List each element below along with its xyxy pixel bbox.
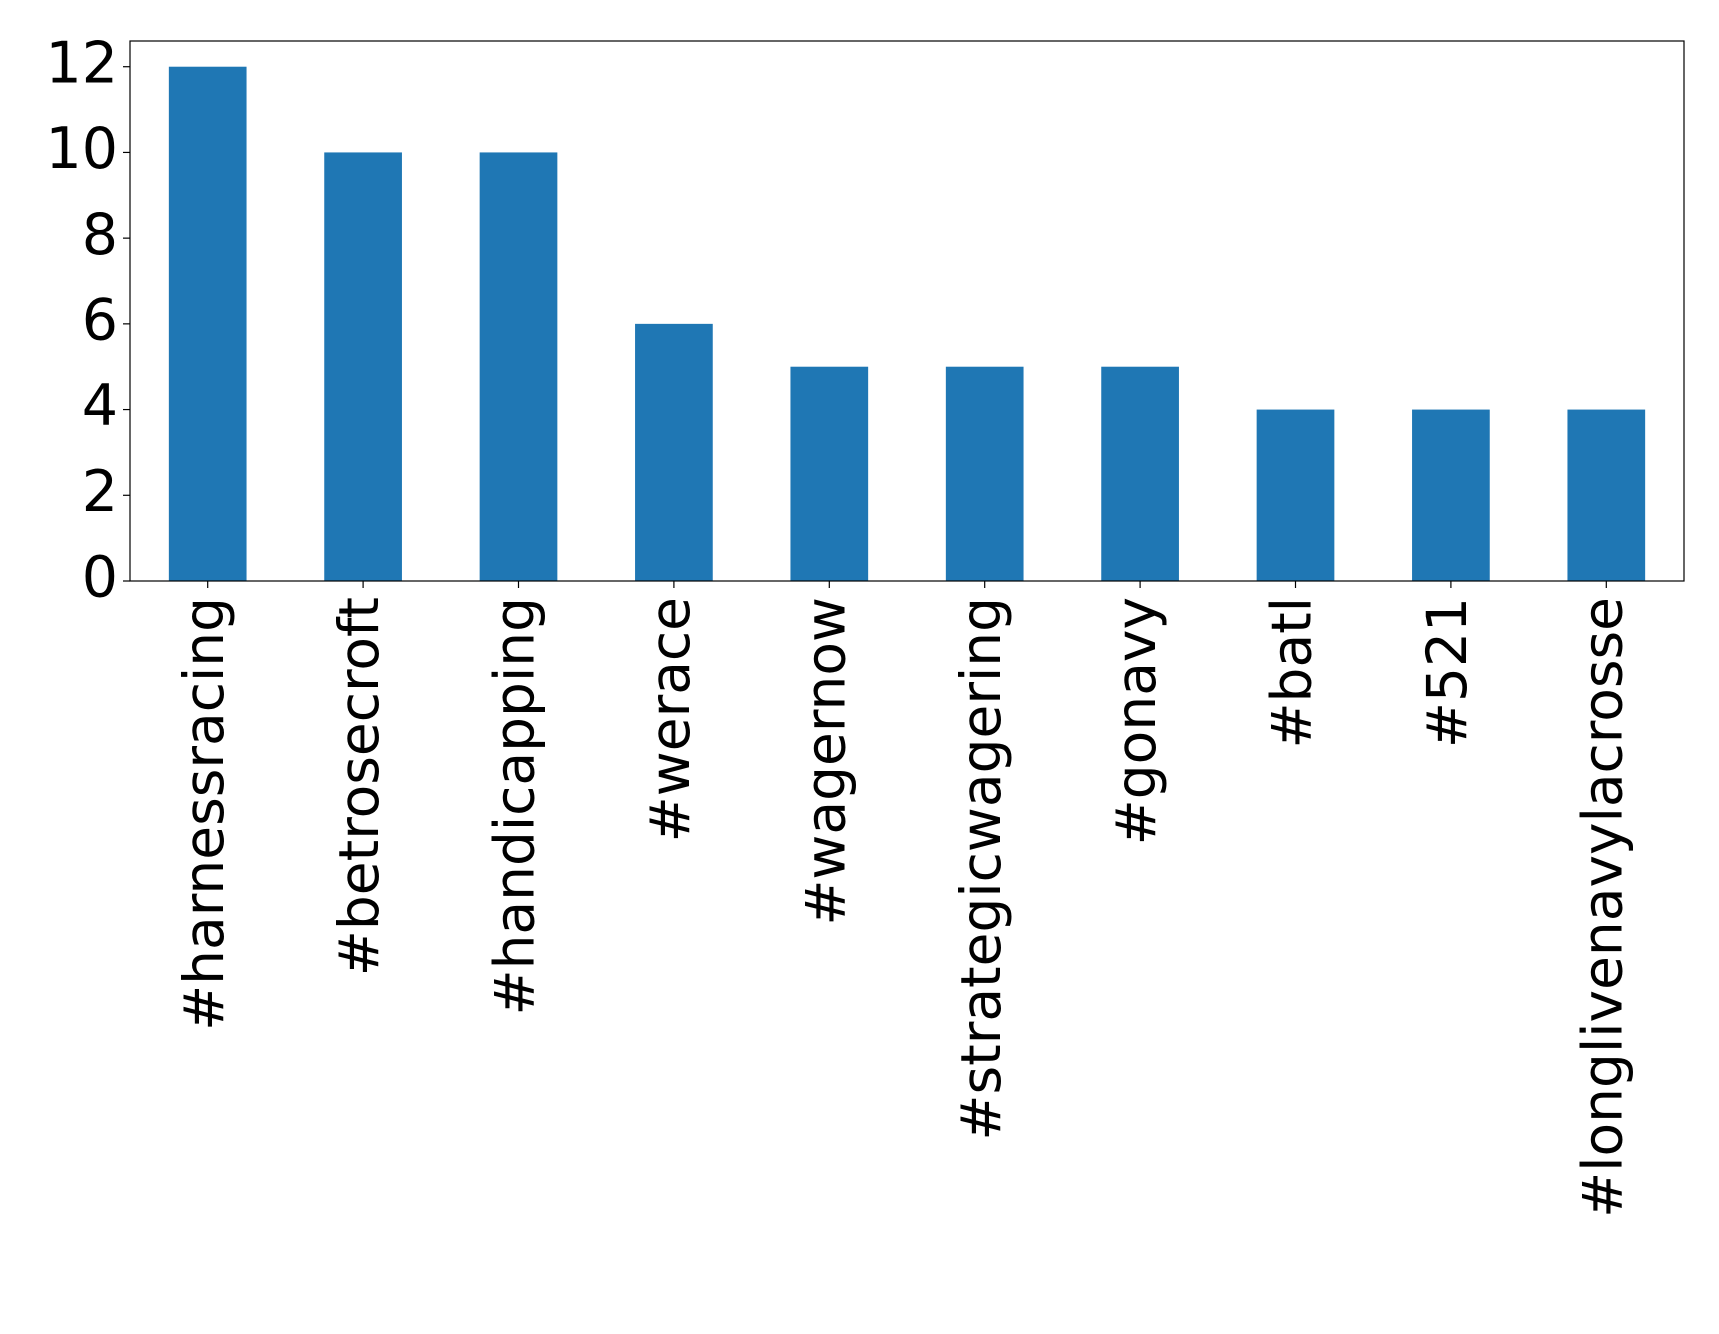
bar <box>168 66 247 581</box>
bar <box>635 323 713 581</box>
bar <box>1101 366 1179 581</box>
y-tick-label: 12 <box>45 30 118 96</box>
x-tick-label: #batl <box>1260 597 1324 749</box>
x-tick-label: #longlivenavylacrosse <box>1570 597 1634 1218</box>
x-tick-label: #wagernow <box>793 597 857 926</box>
bar <box>1567 409 1646 581</box>
y-tick-label: 4 <box>82 373 118 439</box>
y-tick-label: 0 <box>82 545 118 611</box>
bar <box>324 152 402 581</box>
x-tick-label: #521 <box>1415 597 1479 748</box>
y-tick-label: 6 <box>82 287 118 353</box>
bar <box>479 152 558 581</box>
x-tick-label: #werace <box>638 597 702 842</box>
x-tick-label: #strategicwagering <box>949 597 1013 1141</box>
y-tick-label: 8 <box>82 202 118 268</box>
bar <box>790 366 869 581</box>
bar <box>945 366 1024 581</box>
bar <box>1256 409 1335 581</box>
x-tick-label: #betrosecroft <box>327 597 391 976</box>
y-tick-label: 10 <box>45 116 118 182</box>
x-tick-label: #harnessracing <box>172 597 236 1031</box>
x-tick-label: #gonavy <box>1104 597 1168 845</box>
y-tick-label: 2 <box>82 459 118 525</box>
plot-frame <box>129 40 1685 582</box>
x-tick-label: #handicapping <box>483 597 547 1016</box>
bar <box>1412 409 1490 581</box>
